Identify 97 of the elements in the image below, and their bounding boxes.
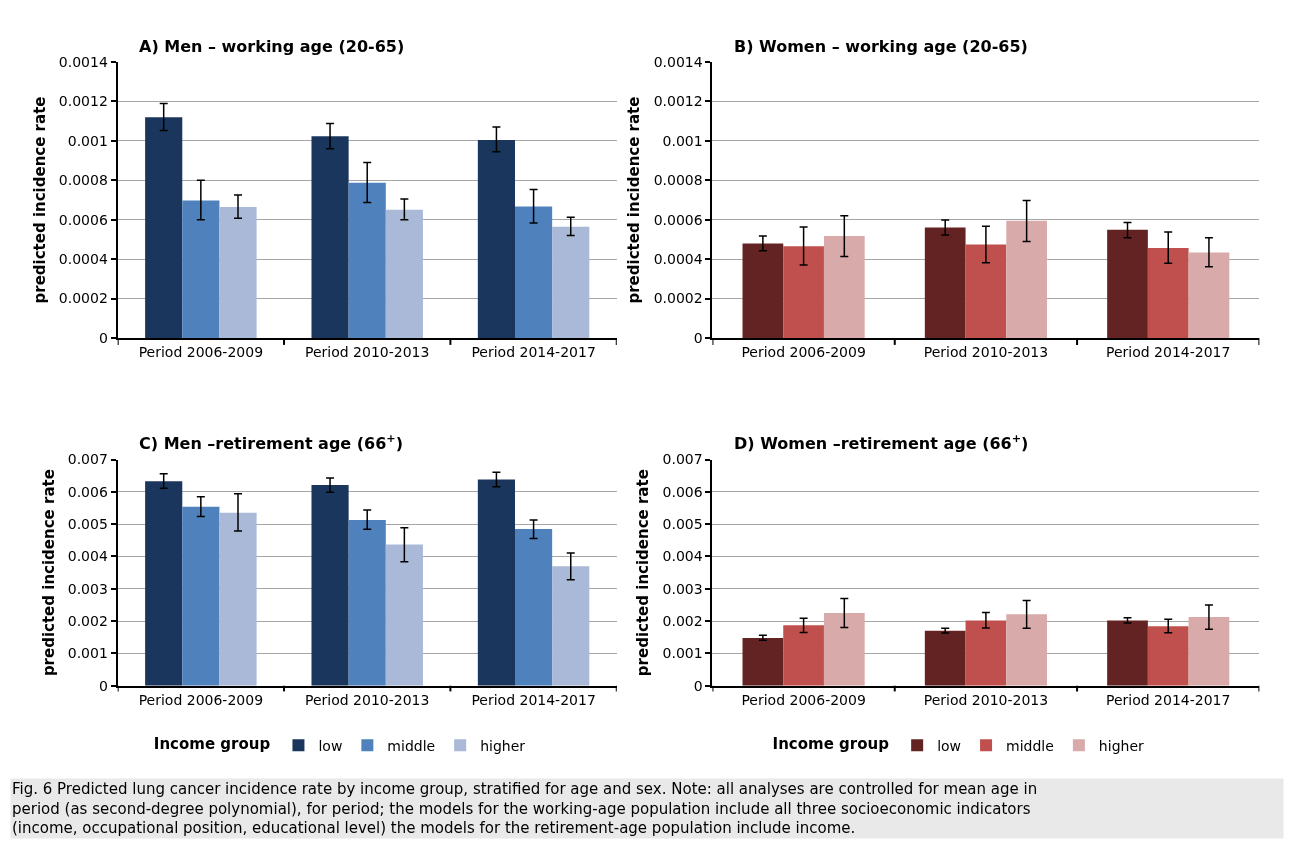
bar (552, 566, 590, 686)
legend-label: higher (1098, 737, 1145, 754)
bar (311, 136, 349, 338)
y-tick-label: 0.0012 (58, 93, 108, 110)
y-axis-title: predicted incidence rate (634, 469, 653, 677)
bar (1147, 248, 1189, 338)
y-tick-label: 0.001 (67, 132, 108, 149)
y-tick-label: 0.006 (67, 483, 108, 500)
y-tick-label: 0 (693, 677, 703, 694)
bar (1188, 252, 1230, 338)
bar (1147, 626, 1189, 686)
bar (1006, 220, 1047, 338)
bar (552, 226, 590, 338)
y-tick-label: 0.0014 (653, 53, 703, 70)
y-tick-label: 0.002 (67, 613, 108, 630)
y-tick-label: 0.0008 (653, 172, 703, 189)
bar (1188, 616, 1230, 686)
bar (965, 620, 1007, 686)
x-tick-label: Period 2010-2013 (305, 343, 430, 360)
x-tick-label: Period 2006-2009 (741, 691, 866, 708)
bar (1107, 229, 1148, 338)
y-tick-label: 0.007 (662, 451, 703, 468)
bar (182, 200, 220, 338)
y-tick-label: 0 (693, 329, 703, 346)
bar (1006, 614, 1047, 686)
bar (783, 625, 824, 686)
bar (219, 512, 257, 686)
y-tick-label: 0.002 (662, 613, 703, 630)
y-tick-label: 0.0012 (653, 93, 703, 110)
x-tick-label: Period 2014-2017 (1106, 691, 1231, 708)
y-tick-label: 0.007 (67, 451, 108, 468)
chart-title: B) Women – working age (20-65) (734, 37, 1028, 56)
bar (823, 613, 865, 686)
bar (182, 506, 220, 686)
caption: Fig. 6 Predicted lung cancer incidence rate by income group, stratified for age and sex. Note: all analyses are controlled for mean age in period (as second-degree polynomial), for period; the models for the working-age population include all three socioeconomic indicators (income, occupational position, educational level) the models for the retirement-age population include income. (12, 780, 1038, 837)
y-tick-label: 0.004 (67, 548, 108, 565)
y-tick-label: 0.0004 (58, 251, 108, 268)
y-tick-label: 0.0002 (653, 290, 703, 307)
bar (385, 544, 423, 686)
x-tick-label: Period 2014-2017 (1106, 343, 1231, 360)
bar (145, 481, 183, 686)
x-tick-label: Period 2006-2009 (741, 343, 866, 360)
x-tick-label: Period 2010-2013 (923, 691, 1049, 708)
bar (477, 479, 515, 686)
bar (1107, 620, 1148, 686)
x-tick-label: Period 2010-2013 (923, 343, 1049, 360)
y-tick-label: 0.0004 (653, 251, 703, 268)
bar (145, 117, 183, 338)
y-tick-label: 0.001 (662, 645, 703, 662)
y-tick-label: 0.0006 (58, 211, 108, 228)
legend-title: Income group (772, 735, 890, 754)
chart-title: C) Men –retirement age (66$^{+}$) (139, 432, 404, 453)
x-tick-label: Period 2014-2017 (471, 343, 596, 360)
y-tick-label: 0.005 (67, 516, 108, 533)
y-tick-label: 0.0002 (58, 290, 108, 307)
chart-title: A) Men – working age (20-65) (139, 37, 405, 56)
bar (965, 244, 1007, 338)
y-tick-label: 0.001 (662, 132, 703, 149)
y-tick-label: 0.005 (662, 516, 703, 533)
legend-label: middle (1006, 737, 1054, 754)
y-tick-label: 0.0006 (653, 211, 703, 228)
y-tick-label: 0.004 (662, 548, 703, 565)
bar (783, 246, 824, 338)
bar (385, 209, 423, 338)
x-tick-label: Period 2014-2017 (471, 691, 596, 708)
y-tick-label: 0.0014 (58, 53, 108, 70)
bar (924, 630, 966, 686)
legend-label: low (318, 737, 343, 754)
y-axis-title: predicted incidence rate (30, 96, 49, 304)
legend-title: Income group (153, 735, 271, 754)
y-tick-label: 0.001 (67, 645, 108, 662)
y-tick-label: 0.006 (662, 483, 703, 500)
y-axis-title: predicted incidence rate (625, 96, 644, 304)
y-axis-title: predicted incidence rate (39, 469, 58, 677)
bar (348, 519, 386, 686)
bar (823, 236, 865, 338)
y-tick-label: 0 (98, 329, 108, 346)
legend-label: higher (480, 737, 526, 754)
chart-title: D) Women –retirement age (66$^{+}$) (734, 432, 1029, 453)
y-tick-label: 0.003 (67, 580, 108, 597)
legend-label: low (937, 737, 962, 754)
bar (348, 182, 386, 338)
x-tick-label: Period 2006-2009 (138, 691, 264, 708)
bar (311, 485, 349, 686)
y-tick-label: 0.003 (662, 580, 703, 597)
x-tick-label: Period 2006-2009 (138, 343, 264, 360)
legend-label: middle (387, 737, 436, 754)
y-tick-label: 0.0008 (58, 172, 108, 189)
bar (924, 227, 966, 338)
bar (742, 243, 784, 338)
x-tick-label: Period 2010-2013 (305, 691, 430, 708)
bar (515, 529, 553, 686)
bar (219, 206, 257, 338)
y-tick-label: 0 (98, 677, 108, 694)
bar (515, 206, 553, 338)
bar (742, 637, 784, 686)
bar (477, 139, 515, 338)
